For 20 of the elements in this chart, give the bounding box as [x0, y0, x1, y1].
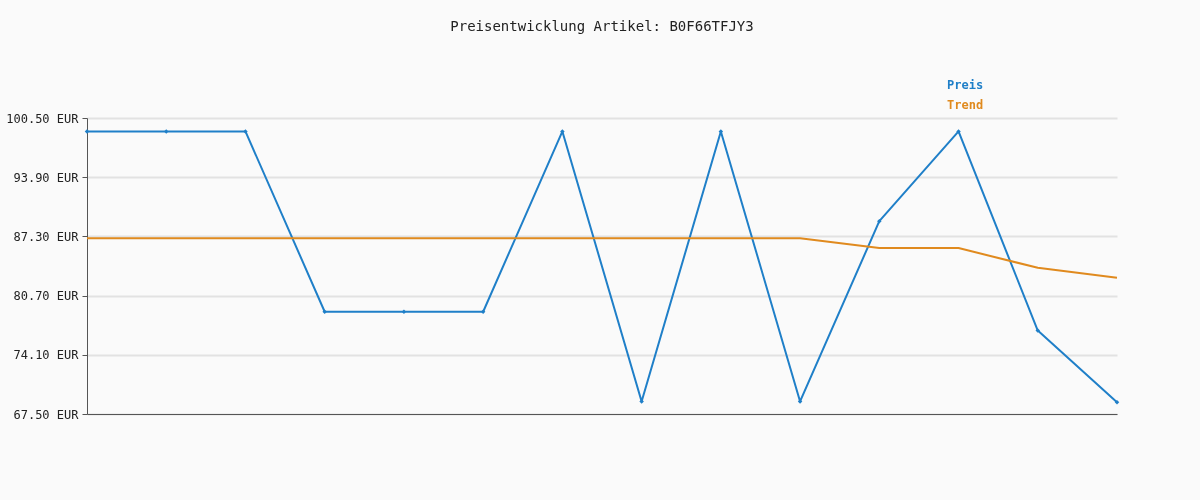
point [243, 129, 248, 134]
point [1035, 328, 1041, 333]
y-tick-label: 74.10 EUR [13, 348, 80, 363]
y-tick-label: 87.30 EUR [13, 229, 80, 244]
point [322, 309, 327, 314]
point [560, 129, 565, 134]
chart-title: Preisentwicklung Artikel: B0F66TFJY3 [450, 18, 754, 34]
point [163, 129, 169, 134]
point [401, 309, 407, 314]
text: Preis [947, 78, 984, 92]
y-tick-label: 100.50 EUR [6, 111, 80, 126]
y-tick-label: 67.50 EUR [13, 407, 80, 422]
line-series [86, 237, 1118, 279]
point [956, 129, 961, 134]
point [639, 399, 644, 404]
point [877, 218, 882, 224]
point [480, 309, 486, 314]
text: Trend [947, 98, 984, 112]
y-tick-label: 80.70 EUR [13, 289, 80, 304]
y-tick-label: 93.90 EUR [13, 170, 80, 185]
